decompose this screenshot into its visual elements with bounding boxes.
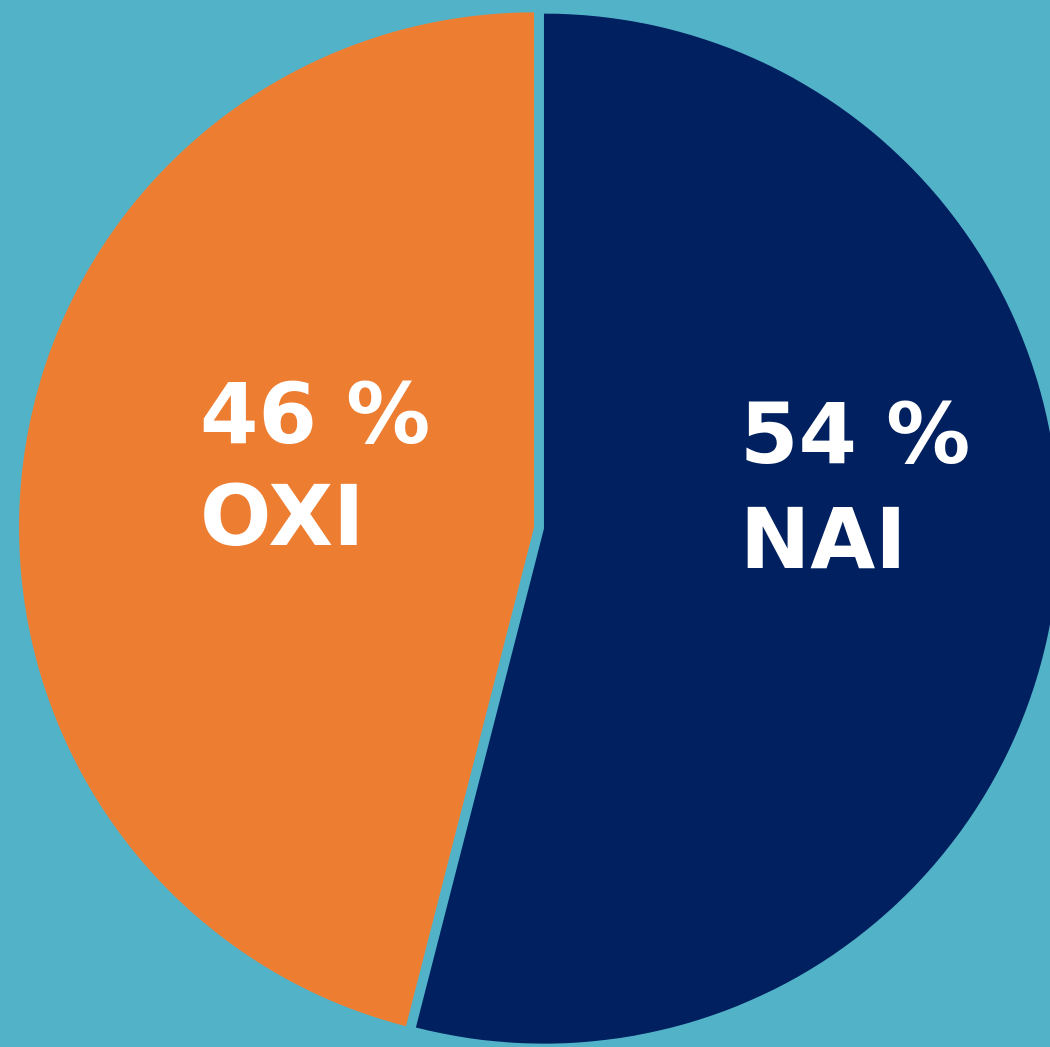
value-label: 54 %	[740, 385, 970, 483]
category-label: NAI	[740, 490, 907, 588]
value-label: 46 %	[200, 365, 430, 463]
pie-slice	[19, 12, 535, 1027]
pie-slice	[415, 13, 1050, 1044]
category-label: OXI	[200, 467, 364, 565]
